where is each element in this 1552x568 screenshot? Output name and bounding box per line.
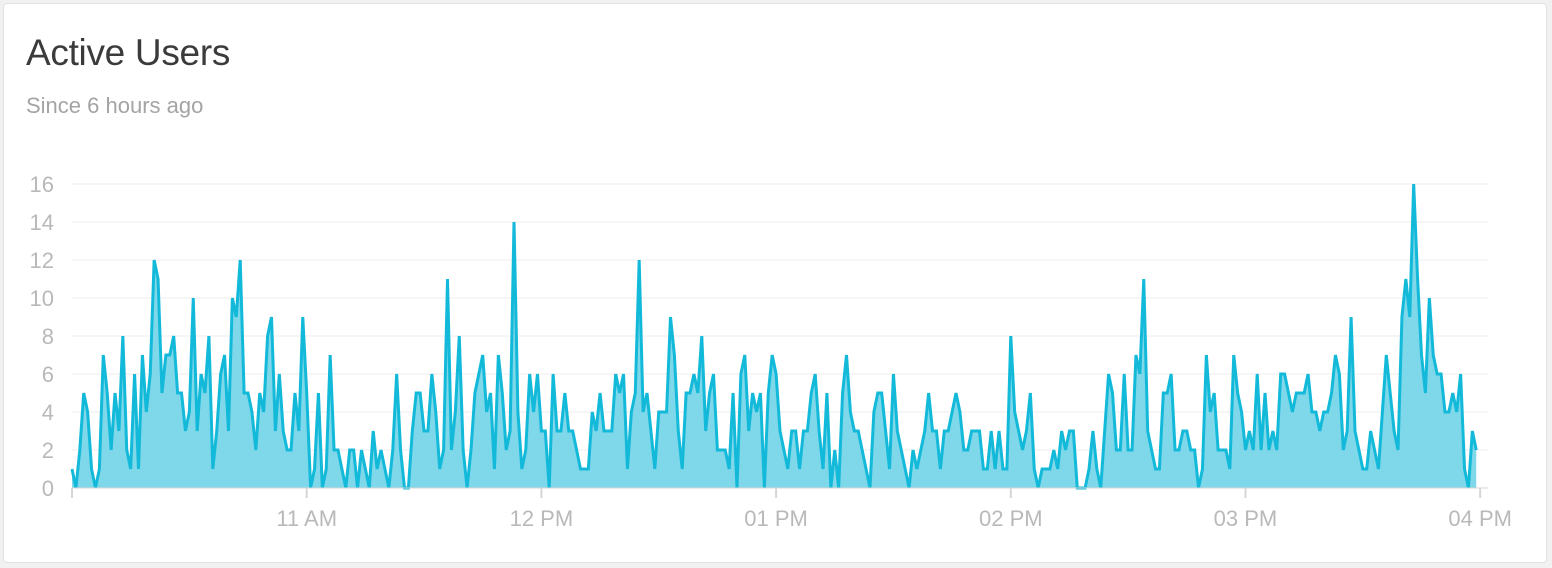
chart-title: Active Users: [26, 32, 231, 73]
x-tick-label: 12 PM: [510, 506, 574, 531]
series-line: [70, 183, 1478, 490]
y-tick-label: 10: [30, 286, 54, 311]
x-tick-label: 01 PM: [744, 506, 808, 531]
y-tick-label: 12: [30, 248, 54, 273]
y-tick-label: 8: [42, 324, 54, 349]
y-tick-label: 16: [30, 172, 54, 197]
y-tick-label: 4: [42, 400, 54, 425]
y-tick-label: 2: [42, 438, 54, 463]
x-tick-label: 04 PM: [1448, 506, 1512, 531]
x-tick-label: 11 AM: [276, 506, 337, 531]
x-tick-label: 02 PM: [979, 506, 1043, 531]
y-tick-label: 0: [42, 476, 54, 501]
chart-subtitle: Since 6 hours ago: [26, 93, 204, 118]
y-tick-label: 14: [30, 210, 54, 235]
x-tick-label: 03 PM: [1214, 506, 1278, 531]
y-tick-label: 6: [42, 362, 54, 387]
